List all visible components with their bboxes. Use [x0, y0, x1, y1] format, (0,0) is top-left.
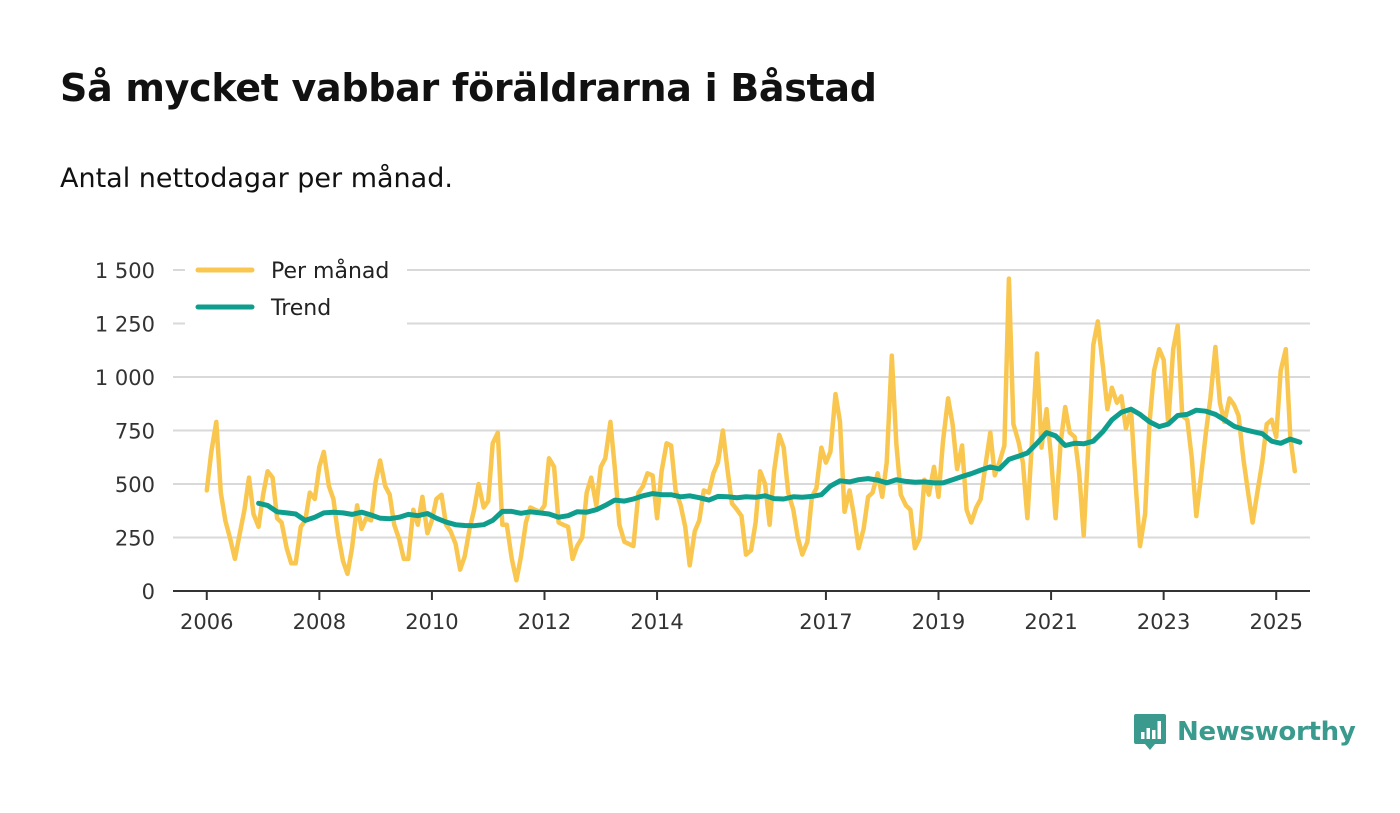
y-tick-label: 750 — [115, 420, 155, 444]
x-tick-label: 2017 — [799, 610, 852, 634]
chart-title: Så mycket vabbar föräldrarna i Båstad — [60, 66, 877, 110]
newsworthy-brand-name: Newsworthy — [1177, 717, 1356, 747]
x-tick-label: 2019 — [912, 610, 965, 634]
chart-subtitle: Antal nettodagar per månad. — [60, 163, 453, 194]
newsworthy-brand: Newsworthy — [1133, 712, 1356, 752]
series-line-trend — [256, 406, 1303, 529]
y-axis-ticks: 0 250 500 750 1 000 1 250 1 500 — [95, 259, 155, 604]
x-tick-label: 2012 — [518, 610, 571, 634]
legend-label-per-manad: Per månad — [271, 258, 389, 284]
x-tick-label: 2023 — [1137, 610, 1190, 634]
x-tick-label: 2014 — [630, 610, 683, 634]
series-layer — [204, 276, 1303, 583]
x-tick-label: 2025 — [1250, 610, 1303, 634]
legend: Per månad Trend — [185, 250, 407, 326]
y-tick-label: 1 500 — [95, 259, 155, 283]
x-tick-label: 2006 — [180, 610, 233, 634]
y-tick-label: 1 000 — [95, 366, 155, 390]
y-tick-label: 0 — [142, 580, 155, 604]
x-tick-label: 2008 — [293, 610, 346, 634]
y-tick-label: 250 — [115, 527, 155, 551]
legend-label-trend: Trend — [270, 296, 331, 321]
x-tick-label: 2021 — [1024, 610, 1077, 634]
y-tick-label: 500 — [115, 473, 155, 497]
series-line-per-manad — [204, 276, 1298, 583]
y-tick-label: 1 250 — [95, 313, 155, 337]
x-axis-ticks: 2006 2008 2010 2012 2014 2017 2019 2021 2023 2025 — [180, 591, 1303, 634]
legend-background — [185, 250, 407, 326]
x-tick-label: 2010 — [405, 610, 458, 634]
newsworthy-logo-icon — [1134, 714, 1166, 750]
